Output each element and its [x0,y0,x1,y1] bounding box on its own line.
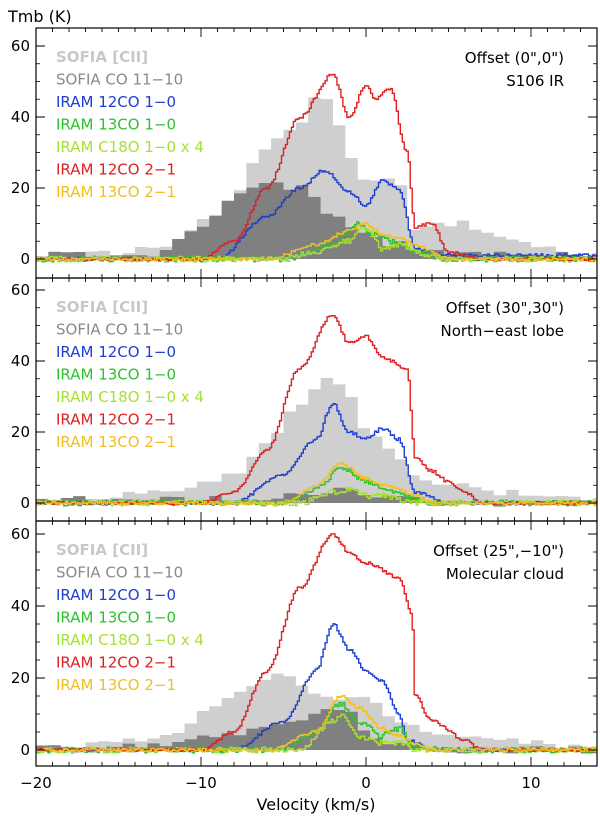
x-tick-label: 10 [521,774,540,792]
legend-entry: IRAM 12CO 1−0 [56,93,176,111]
series-sofia-cii [36,378,597,503]
region-label: Molecular cloud [446,565,564,583]
legend-entry: IRAM 13CO 1−0 [56,116,176,134]
x-tick-label: 0 [361,774,371,792]
legend-entry: IRAM 13CO 2−1 [56,433,176,451]
legend-entry: IRAM C18O 1−0 x 4 [56,631,204,649]
y-axis-label: Tmb (K) [7,7,72,26]
plot-area [36,73,597,263]
plot-area [36,533,597,754]
offset-label: Offset (0",0") [465,49,564,67]
legend-entry: IRAM 12CO 1−0 [56,586,176,604]
panel-2: 0 20 40 60 SOFIA [CII] SOFIA CO 11−10 IRAM 12C… [11,277,598,522]
offset-label: Offset (30",30") [446,299,564,317]
y-tick-label: 60 [11,37,30,55]
y-tick-label: 40 [11,597,30,615]
legend-entry: SOFIA CO 11−10 [56,564,183,582]
y-tick-label: 0 [20,494,30,512]
legend-entry: SOFIA CO 11−10 [56,71,183,89]
series-sofia-cii [36,673,597,750]
legend-entry: IRAM 12CO 2−1 [56,161,176,179]
legend-entry: SOFIA [CII] [56,298,148,316]
series-sofia-cii [36,97,597,259]
legend-entry: SOFIA [CII] [56,541,148,559]
legend-entry: IRAM 12CO 2−1 [56,654,176,672]
legend-entry: IRAM 13CO 1−0 [56,609,176,627]
y-tick-label: 20 [11,179,30,197]
legend-entry: IRAM C18O 1−0 x 4 [56,138,204,156]
y-tick-label: 60 [11,525,30,543]
series-iram-13co-2-1 [36,461,597,506]
legend-entry: IRAM 12CO 1−0 [56,343,176,361]
panel-1: 0 20 40 60 SOFIA [CII] SOFIA CO 11−10 IRAM 12C… [11,27,598,279]
legend-entry: IRAM 13CO 2−1 [56,183,176,201]
region-label: North−east lobe [440,322,564,340]
series-iram-13co-2-1 [36,221,597,262]
region-label: S106 IR [506,72,564,90]
series-iram-12co-2-1 [36,73,597,262]
series-iram-c18o-1-0-x-4 [36,713,597,754]
y-tick-label: 0 [20,741,30,759]
legend-entry: IRAM 13CO 1−0 [56,366,176,384]
legend-entry: SOFIA [CII] [56,48,148,66]
legend-entry: SOFIA CO 11−10 [56,321,183,339]
series-iram-12co-1-0 [36,403,597,506]
y-tick-label: 20 [11,423,30,441]
offset-label: Offset (25",−10") [433,542,564,560]
y-tick-label: 40 [11,352,30,370]
panel-3: 0 20 40 60 SOFIA [CII] SOFIA CO 11−10 IRAM 12C… [11,520,598,767]
y-tick-label: 60 [11,281,30,299]
x-axis-label: Velocity (km/s) [257,795,376,814]
y-tick-label: 40 [11,108,30,126]
legend-entry: IRAM 13CO 2−1 [56,676,176,694]
y-tick-label: 0 [20,250,30,268]
x-tick-label: −10 [185,774,217,792]
legend-entry: IRAM C18O 1−0 x 4 [56,388,204,406]
legend-entry: IRAM 12CO 2−1 [56,411,176,429]
y-tick-label: 20 [11,669,30,687]
series-sofia-co-11-10 [36,182,597,259]
panels-group: 0 20 40 60 SOFIA [CII] SOFIA CO 11−10 IRAM 12C… [11,27,598,792]
x-tick-label: −20 [20,774,52,792]
series-iram-13co-2-1 [36,694,597,753]
plot-area [36,314,597,507]
